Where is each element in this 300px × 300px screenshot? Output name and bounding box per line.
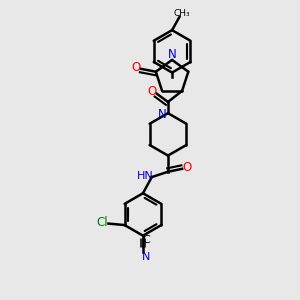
Text: CH₃: CH₃ [173,9,190,18]
Text: O: O [148,85,157,98]
Text: C: C [142,235,150,245]
Text: O: O [132,61,141,74]
Text: HN: HN [137,172,154,182]
Text: N: N [168,48,176,61]
Text: N: N [142,252,151,262]
Text: O: O [182,161,191,174]
Text: N: N [158,108,167,121]
Text: Cl: Cl [96,217,108,230]
